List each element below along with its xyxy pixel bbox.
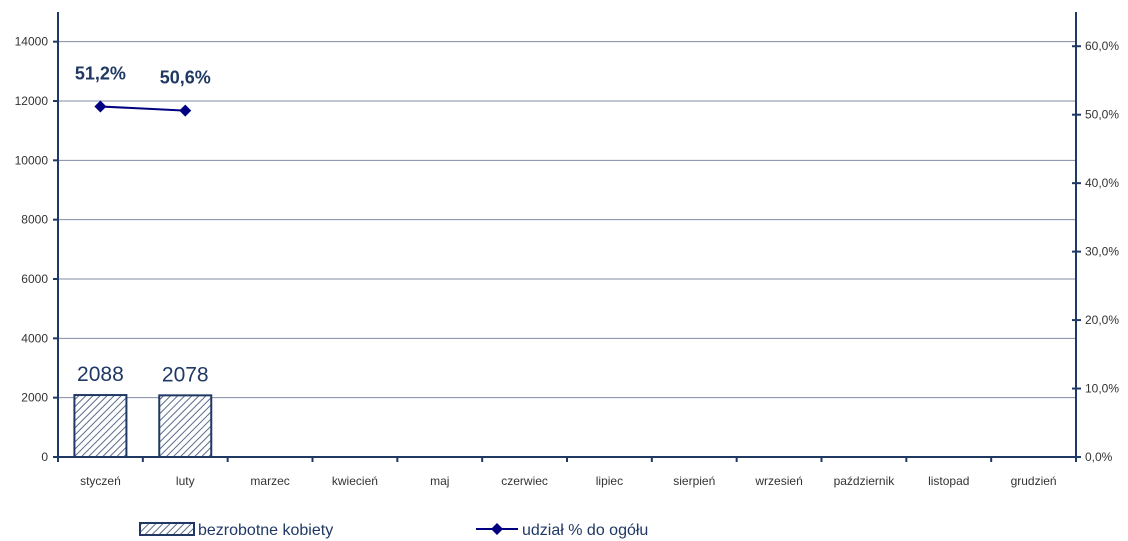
grid-lines (58, 41, 1076, 399)
x-axis-category-label: wrzesień (754, 474, 802, 488)
left-axis-tick-label: 14000 (15, 35, 49, 49)
x-axis-category-label: styczeń (80, 474, 121, 488)
legend-swatch-marker (491, 523, 503, 535)
right-axis-tick-label: 10,0% (1085, 382, 1119, 396)
right-axis-tick-label: 20,0% (1085, 313, 1119, 327)
legend-label-bar: bezrobotne kobiety (198, 522, 333, 539)
line-point (179, 104, 192, 117)
left-axis-tick-label: 12000 (15, 94, 49, 108)
bar-series (73, 394, 213, 458)
x-axis-category-label: grudzień (1011, 474, 1057, 488)
legend: bezrobotne kobiety udział % do ogółu (139, 522, 648, 539)
right-axis-tick-label: 30,0% (1085, 245, 1119, 259)
x-axis-category-label: sierpień (673, 474, 715, 488)
x-axis-category-label: marzec (250, 474, 289, 488)
x-axis-category-label: lipiec (596, 474, 623, 488)
bar (158, 394, 213, 458)
bar (73, 394, 128, 458)
left-axis-tick-label: 2000 (21, 391, 48, 405)
x-axis-category-label: kwiecień (332, 474, 378, 488)
line-point (94, 100, 107, 113)
line-path (100, 105, 186, 112)
line-data-label: 51,2% (75, 63, 126, 83)
right-axis-tick-label: 60,0% (1085, 39, 1119, 53)
x-axis-category-label: maj (430, 474, 449, 488)
legend-swatch-bar (139, 522, 195, 536)
left-axis-tick-label: 6000 (21, 272, 48, 286)
left-axis-tick-label: 10000 (15, 153, 49, 167)
x-axis-category-label: luty (176, 474, 195, 488)
left-axis-tick-label: 8000 (21, 213, 48, 227)
bar-data-label: 2088 (77, 363, 124, 386)
line-series (94, 100, 192, 117)
x-axis-category-label: październik (834, 474, 896, 488)
x-axis-category-label: czerwiec (501, 474, 548, 488)
left-axis-tick-label: 0 (41, 450, 48, 464)
x-axis-category-label: listopad (928, 474, 969, 488)
axes: 0 2000 4000 6000 8000 10000 12000 14000 0,0% 10,0… (15, 12, 1119, 488)
right-axis-tick-label: 40,0% (1085, 176, 1119, 190)
right-axis-tick-label: 0,0% (1085, 450, 1113, 464)
bar-data-label: 2078 (162, 363, 209, 386)
right-axis-tick-label: 50,0% (1085, 108, 1119, 122)
legend-label-line: udział % do ogółu (522, 522, 648, 539)
line-data-label: 50,6% (160, 68, 211, 88)
left-axis-tick-label: 4000 (21, 331, 48, 345)
data-labels: 2088 2078 51,2% 50,6% (75, 63, 211, 386)
